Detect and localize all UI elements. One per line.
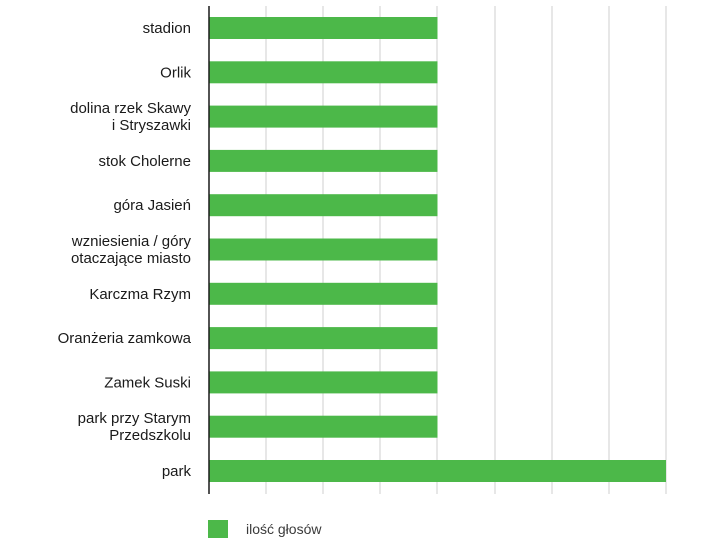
bar (209, 149, 438, 172)
bar (209, 371, 438, 394)
category-label: Zamek Suski (104, 374, 191, 391)
category-label: góra Jasień (113, 197, 191, 214)
bar (209, 17, 438, 39)
legend: ilość głosów (208, 520, 321, 538)
bars (209, 17, 666, 482)
bar (209, 61, 438, 84)
bar (209, 238, 438, 261)
legend-swatch (208, 520, 228, 538)
bar (209, 415, 438, 438)
category-label: Oranżeria zamkowa (58, 330, 192, 347)
bar-chart: stadion Orlik dolina rzek Skawy i Stryszawk… (58, 6, 667, 494)
category-label: stadion (143, 20, 191, 37)
bar (209, 282, 438, 305)
bar (209, 460, 666, 482)
bar (209, 327, 438, 350)
category-label: park przy Starym Przedszkolu (78, 410, 191, 444)
category-label: park (162, 463, 192, 480)
legend-label: ilość głosów (246, 521, 322, 537)
bar (209, 194, 438, 217)
category-label: wzniesienia / góry otaczające miasto (71, 233, 192, 267)
bar (209, 105, 438, 128)
category-labels: stadion Orlik dolina rzek Skawy i Stryszawk… (58, 20, 192, 480)
category-label: stok Cholerne (98, 153, 191, 170)
category-label: Orlik (160, 64, 191, 81)
category-label: Karczma Rzym (89, 286, 191, 303)
category-label: dolina rzek Skawy i Stryszawki (70, 100, 191, 134)
